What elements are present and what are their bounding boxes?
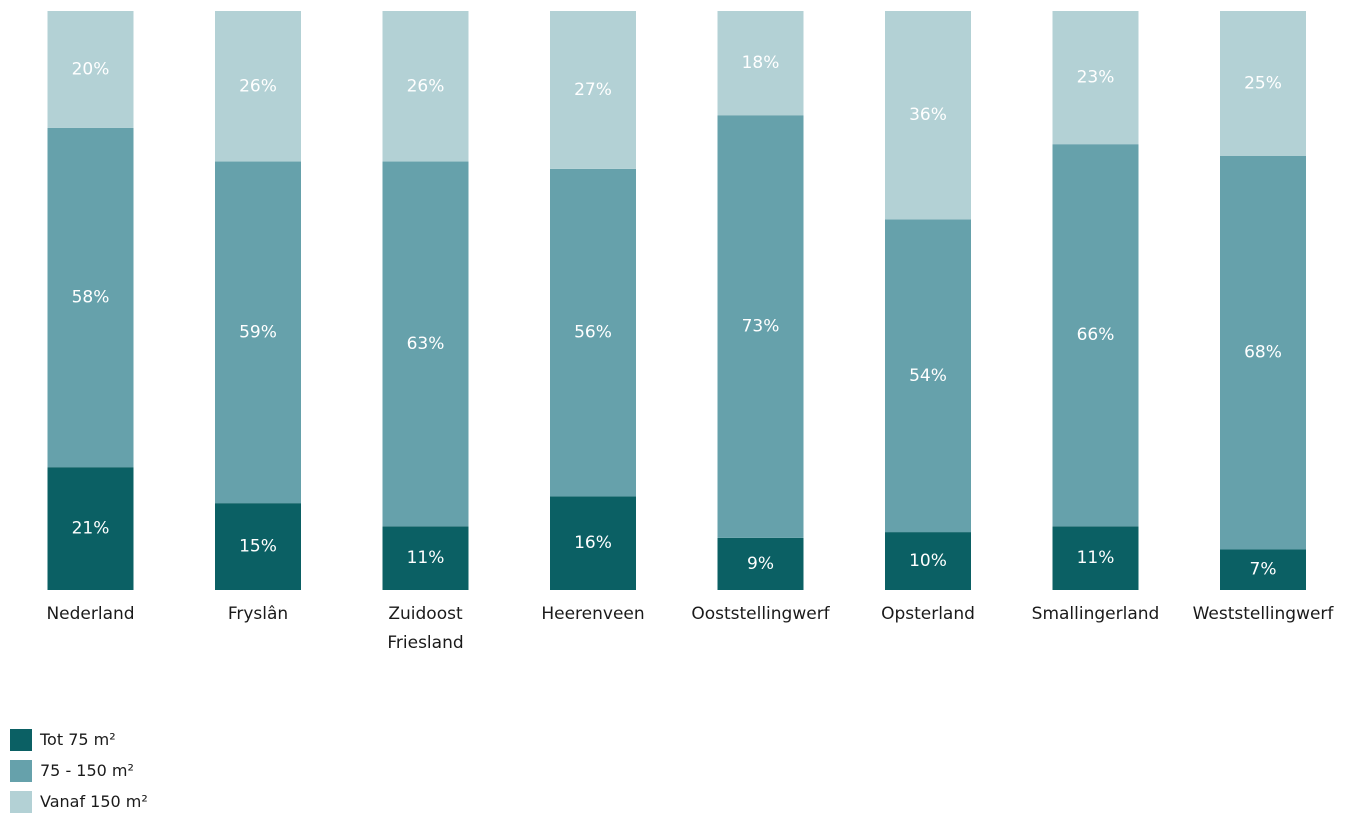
data-label: 25%	[1244, 73, 1282, 93]
data-label: 68%	[1244, 343, 1282, 363]
legend-item: Vanaf 150 m²	[10, 786, 148, 817]
category-label: Heerenveen	[541, 604, 644, 624]
legend-label: Vanaf 150 m²	[40, 792, 148, 811]
category-label: Nederland	[46, 604, 134, 624]
bar-segment	[47, 11, 134, 128]
bar-segment	[47, 127, 134, 468]
legend-label: Tot 75 m²	[40, 730, 116, 749]
bar-segment	[1052, 11, 1139, 145]
bar-segment	[1220, 155, 1306, 550]
data-label: 20%	[72, 59, 110, 79]
data-label: 36%	[909, 105, 947, 125]
bar-segment	[717, 537, 804, 590]
category-label: Ooststellingwerf	[691, 604, 830, 624]
data-label: 23%	[1077, 68, 1115, 88]
bar-segment	[717, 11, 804, 116]
data-label: 15%	[239, 537, 277, 557]
legend: Tot 75 m² 75 - 150 m² Vanaf 150 m²	[10, 724, 148, 817]
bar-segment	[885, 11, 971, 220]
data-label: 9%	[747, 554, 774, 574]
data-label: 54%	[909, 366, 947, 386]
data-label: 11%	[1077, 548, 1115, 568]
bar-segment	[550, 11, 636, 169]
data-label: 10%	[909, 551, 947, 571]
category-label: Friesland	[387, 633, 463, 653]
bar-segment	[215, 11, 301, 162]
legend-swatch	[10, 759, 32, 782]
bar-segment	[1220, 11, 1306, 156]
data-label: 66%	[1077, 325, 1115, 345]
bar-segment	[47, 467, 134, 590]
legend-swatch	[10, 790, 32, 813]
data-label: 58%	[72, 288, 110, 308]
data-label: 18%	[742, 53, 780, 73]
legend-label: 75 - 150 m²	[40, 761, 134, 780]
bar-segment	[885, 219, 971, 533]
data-label: 63%	[407, 334, 445, 354]
bar-segment	[215, 503, 301, 590]
bar-segment	[717, 115, 804, 538]
bar-segment	[1052, 144, 1139, 527]
legend-swatch	[10, 728, 32, 751]
category-label: Fryslân	[228, 604, 288, 624]
category-label: Zuidoost	[388, 604, 463, 624]
bar-segment	[885, 532, 971, 590]
data-label: 21%	[72, 519, 110, 539]
legend-item: 75 - 150 m²	[10, 755, 148, 786]
data-label: 56%	[574, 323, 612, 343]
category-label: Opsterland	[881, 604, 975, 624]
bar-segment	[382, 11, 469, 162]
data-label: 11%	[407, 548, 445, 568]
stacked-bar-chart: 21% 58% 20% Nederland 15% 59% 26% Fryslân 11% 63%…	[46, 11, 1335, 653]
data-label: 59%	[239, 322, 277, 342]
legend-item: Tot 75 m²	[10, 724, 148, 755]
bar-segment	[382, 526, 469, 590]
bar-segment	[1052, 526, 1139, 590]
data-label: 16%	[574, 533, 612, 553]
bar-segment	[382, 161, 469, 527]
bar-segment	[550, 496, 636, 590]
data-label: 7%	[1250, 560, 1277, 580]
data-label: 26%	[407, 76, 445, 96]
bar-segment	[550, 168, 636, 497]
bar-segment	[215, 161, 301, 504]
data-label: 26%	[239, 76, 277, 96]
category-label: Weststellingwerf	[1193, 604, 1335, 624]
data-label: 27%	[574, 80, 612, 100]
data-label: 73%	[742, 317, 780, 337]
bar-segment	[1220, 549, 1306, 590]
category-label: Smallingerland	[1032, 604, 1160, 624]
